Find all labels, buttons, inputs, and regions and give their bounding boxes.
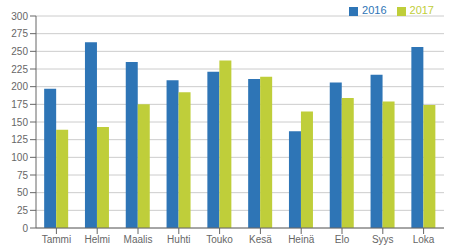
- svg-text:100: 100: [11, 152, 28, 163]
- svg-text:300: 300: [11, 11, 28, 22]
- svg-text:225: 225: [11, 64, 28, 75]
- svg-text:200: 200: [11, 81, 28, 92]
- svg-text:Heinä: Heinä: [288, 234, 315, 245]
- svg-text:Maalis: Maalis: [124, 234, 153, 245]
- svg-text:Helmi: Helmi: [84, 234, 110, 245]
- svg-text:Tammi: Tammi: [42, 234, 71, 245]
- svg-text:50: 50: [17, 187, 29, 198]
- svg-text:275: 275: [11, 28, 28, 39]
- svg-text:Huhti: Huhti: [167, 234, 190, 245]
- svg-text:Loka: Loka: [413, 234, 435, 245]
- html-text:2016: 2016: [362, 4, 387, 16]
- svg-text:150: 150: [11, 117, 28, 128]
- svg-text:Elo: Elo: [335, 234, 350, 245]
- svg-text:Syys: Syys: [372, 234, 394, 245]
- svg-text:Kesä: Kesä: [249, 234, 272, 245]
- svg-text:0: 0: [22, 223, 28, 234]
- svg-text:25: 25: [17, 205, 29, 216]
- svg-text:250: 250: [11, 46, 28, 57]
- svg-text:Touko: Touko: [206, 234, 233, 245]
- svg-text:175: 175: [11, 99, 28, 110]
- svg-text:75: 75: [17, 170, 29, 181]
- html-text:2017: 2017: [409, 4, 434, 16]
- svg-text:125: 125: [11, 134, 28, 145]
